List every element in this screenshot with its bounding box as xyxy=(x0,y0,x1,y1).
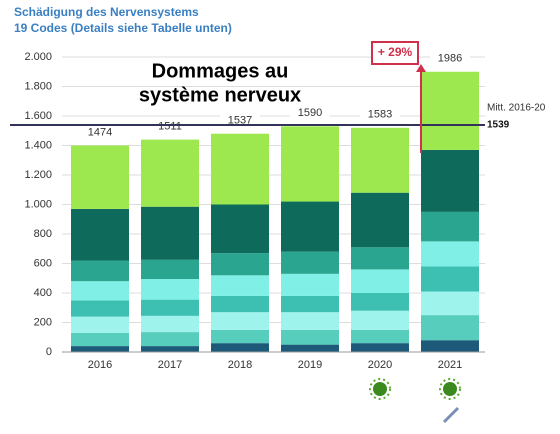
bar-segment xyxy=(421,291,479,316)
bar-segment xyxy=(421,241,479,267)
y-tick-label: 200 xyxy=(34,316,52,328)
bar-segment xyxy=(211,133,269,205)
total-label-bg xyxy=(220,112,260,127)
bar-segment xyxy=(211,329,269,344)
bar-segment xyxy=(281,312,339,330)
bar-segment xyxy=(281,251,339,274)
bar-segment xyxy=(211,253,269,276)
chart-subtitle: 19 Codes (Details siehe Tabelle unten) xyxy=(14,21,232,35)
icons xyxy=(369,378,461,424)
virus-icon xyxy=(439,378,461,400)
bar-segment xyxy=(351,269,409,293)
mean-value: 1539 xyxy=(487,120,510,131)
bar-segment xyxy=(351,192,409,248)
bar-segment xyxy=(71,145,129,209)
bar-segment xyxy=(211,295,269,313)
y-tick-label: 1.800 xyxy=(24,80,52,92)
y-tick-label: 800 xyxy=(34,228,52,240)
bar-segment xyxy=(281,273,339,296)
total-label: 1590 xyxy=(298,107,322,119)
total-label-bg xyxy=(360,106,400,121)
x-tick-label: 2016 xyxy=(88,359,112,371)
bar-segment xyxy=(351,310,409,330)
bar-segment xyxy=(421,149,479,212)
bar-segment xyxy=(211,204,269,254)
y-tick-label: 1.600 xyxy=(24,110,52,122)
y-tick-label: 0 xyxy=(46,346,52,358)
bar-segment xyxy=(71,316,129,333)
bar-segment xyxy=(281,201,339,252)
bar-segment xyxy=(281,329,339,345)
virus-icon xyxy=(369,378,391,400)
bar-segment xyxy=(71,208,129,261)
virus-icon xyxy=(373,382,387,396)
bar-segment xyxy=(421,340,479,352)
x-tick-label: 2017 xyxy=(158,359,182,371)
bar-segment xyxy=(281,295,339,313)
overlay-title: Dommages au xyxy=(152,60,289,82)
y-tick-label: 400 xyxy=(34,287,52,299)
bar-segment xyxy=(71,260,129,282)
bar-segment xyxy=(141,206,199,260)
bar-segment xyxy=(71,300,129,317)
bar-segment xyxy=(351,343,409,352)
bar-segment xyxy=(421,71,479,150)
bar-segment xyxy=(351,329,409,344)
bar-segment xyxy=(351,127,409,193)
bar-segment xyxy=(71,346,129,352)
bar-segment xyxy=(351,293,409,311)
x-tick-label: 2018 xyxy=(228,359,252,371)
total-label: 1537 xyxy=(228,115,252,127)
total-label-bg xyxy=(80,124,120,139)
virus-icon xyxy=(443,382,457,396)
total-label-bg xyxy=(290,105,330,120)
total-label: 1583 xyxy=(368,109,392,121)
y-tick-label: 600 xyxy=(34,257,52,269)
bar-segment xyxy=(141,259,199,279)
bar-segment xyxy=(421,315,479,341)
bar-segment xyxy=(141,332,199,347)
bar-segment xyxy=(141,315,199,333)
total-label: 1986 xyxy=(438,53,462,65)
overlay-title: système nerveux xyxy=(139,84,301,106)
bar-segment xyxy=(211,275,269,296)
annotation-box xyxy=(371,41,419,65)
bar-segment xyxy=(211,343,269,352)
bar-segment xyxy=(421,211,479,242)
y-tick-label: 1.400 xyxy=(24,139,52,151)
y-tick-label: 2.000 xyxy=(24,51,52,63)
x-tick-label: 2021 xyxy=(438,359,462,371)
growth-arrowhead xyxy=(416,64,426,72)
x-tick-label: 2020 xyxy=(368,359,392,371)
y-tick-label: 1.000 xyxy=(24,198,52,210)
bar-segment xyxy=(141,346,199,352)
bar-segment xyxy=(211,312,269,330)
bar-segment xyxy=(141,139,199,207)
bar-segment xyxy=(351,247,409,270)
bar-segment xyxy=(141,278,199,300)
bar-segment xyxy=(281,126,339,202)
syringe-icon xyxy=(442,406,460,424)
bar-segment xyxy=(71,281,129,301)
chart-title: Schädigung des Nervensystems xyxy=(14,5,199,19)
bar-segment xyxy=(141,299,199,316)
y-tick-label: 1.200 xyxy=(24,169,52,181)
mean-label: Mitt. 2016-20 xyxy=(487,103,546,114)
bar-segment xyxy=(421,266,479,292)
total-label: 1511 xyxy=(158,121,182,133)
bar-segment xyxy=(71,332,129,347)
annotation: + 29% xyxy=(378,45,413,59)
x-tick-label: 2019 xyxy=(298,359,322,371)
bar-segment xyxy=(281,344,339,352)
total-label: 1474 xyxy=(88,126,112,138)
total-label-bg xyxy=(430,50,470,65)
